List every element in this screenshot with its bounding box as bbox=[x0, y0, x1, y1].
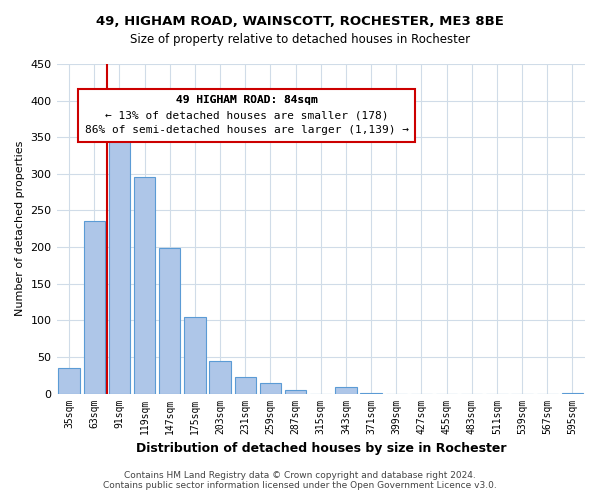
Bar bbox=[58, 368, 80, 394]
Bar bbox=[134, 177, 155, 394]
Bar bbox=[83, 222, 105, 394]
Y-axis label: Number of detached properties: Number of detached properties bbox=[15, 141, 25, 316]
Bar bbox=[109, 126, 130, 394]
Bar bbox=[562, 393, 583, 394]
Bar bbox=[209, 362, 231, 394]
Text: Contains HM Land Registry data © Crown copyright and database right 2024.
Contai: Contains HM Land Registry data © Crown c… bbox=[103, 470, 497, 490]
Bar bbox=[184, 316, 206, 394]
Text: 49, HIGHAM ROAD, WAINSCOTT, ROCHESTER, ME3 8BE: 49, HIGHAM ROAD, WAINSCOTT, ROCHESTER, M… bbox=[96, 15, 504, 28]
Bar bbox=[335, 387, 356, 394]
Bar bbox=[159, 248, 181, 394]
Bar bbox=[361, 393, 382, 394]
X-axis label: Distribution of detached houses by size in Rochester: Distribution of detached houses by size … bbox=[136, 442, 506, 455]
Bar bbox=[260, 382, 281, 394]
Bar bbox=[235, 378, 256, 394]
Bar bbox=[285, 390, 307, 394]
Text: 49 HIGHAM ROAD: 84sqm: 49 HIGHAM ROAD: 84sqm bbox=[176, 96, 317, 106]
Text: 49 HIGHAM ROAD: 84sqm
← 13% of detached houses are smaller (178)
86% of semi-det: 49 HIGHAM ROAD: 84sqm ← 13% of detached … bbox=[85, 96, 409, 135]
Text: Size of property relative to detached houses in Rochester: Size of property relative to detached ho… bbox=[130, 32, 470, 46]
